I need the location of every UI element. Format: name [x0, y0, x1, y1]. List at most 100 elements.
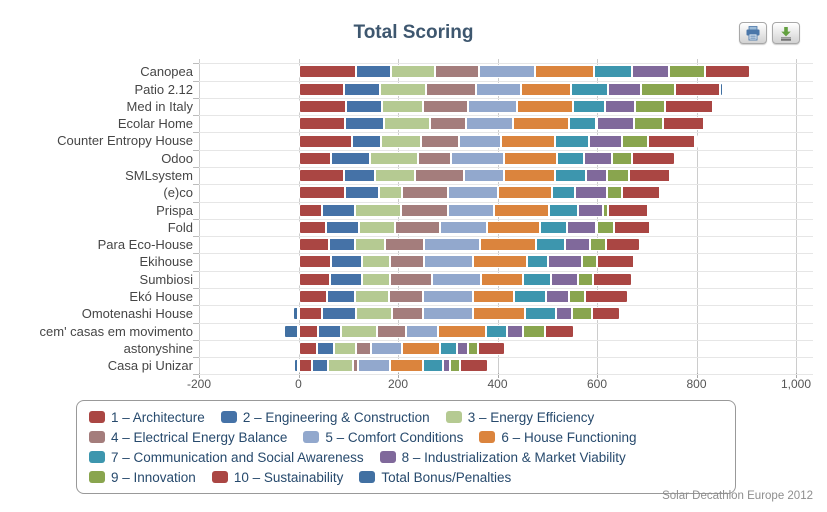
bar-segment[interactable] [298, 307, 323, 321]
bar-segment[interactable] [390, 65, 436, 79]
bar-segment[interactable] [423, 290, 473, 304]
bar-segment[interactable] [547, 255, 582, 269]
bar-segment[interactable] [548, 203, 579, 217]
bar-segment[interactable] [523, 272, 551, 286]
bar-segment[interactable] [570, 82, 609, 96]
legend-item[interactable]: 7 – Communication and Social Awareness [89, 450, 364, 465]
print-button[interactable] [739, 22, 767, 44]
bar-segment[interactable] [351, 134, 381, 148]
bar-segment[interactable] [355, 341, 371, 355]
bar-segment[interactable] [312, 359, 329, 373]
bar-segment[interactable] [298, 359, 313, 373]
bar-segment[interactable] [631, 151, 676, 165]
bar-segment[interactable] [389, 359, 424, 373]
bar-segment[interactable] [605, 99, 636, 113]
bar-segment[interactable] [298, 169, 345, 183]
bar-segment[interactable] [447, 203, 495, 217]
bar-segment[interactable] [326, 220, 359, 234]
bar-segment[interactable] [703, 117, 707, 131]
bar-segment[interactable] [389, 255, 425, 269]
bar-segment[interactable] [675, 82, 720, 96]
bar-segment[interactable] [593, 65, 632, 79]
bar-segment[interactable] [607, 169, 629, 183]
bar-segment[interactable] [597, 255, 634, 269]
bar-segment[interactable] [345, 186, 379, 200]
bar-segment[interactable] [633, 255, 636, 269]
bar-segment[interactable] [544, 324, 574, 338]
bar-segment[interactable] [564, 238, 590, 252]
bar-segment[interactable] [527, 255, 548, 269]
bar-segment[interactable] [298, 82, 345, 96]
bar-segment[interactable] [435, 65, 480, 79]
bar-segment[interactable] [317, 341, 335, 355]
bar-segment[interactable] [283, 324, 299, 338]
bar-segment[interactable] [378, 186, 403, 200]
bar-segment[interactable] [298, 117, 346, 131]
bar-segment[interactable] [400, 203, 448, 217]
bar-segment[interactable] [535, 65, 594, 79]
bar-segment[interactable] [432, 272, 481, 286]
bar-segment[interactable] [357, 359, 390, 373]
bar-segment[interactable] [298, 99, 346, 113]
bar-segment[interactable] [555, 134, 589, 148]
bar-segment[interactable] [486, 220, 540, 234]
bar-segment[interactable] [480, 272, 524, 286]
bar-segment[interactable] [334, 341, 356, 355]
bar-segment[interactable] [370, 151, 418, 165]
bar-segment[interactable] [466, 117, 514, 131]
bar-segment[interactable] [376, 324, 407, 338]
bar-segment[interactable] [375, 169, 415, 183]
bar-segment[interactable] [451, 151, 505, 165]
bar-segment[interactable] [497, 186, 552, 200]
bar-segment[interactable] [381, 99, 424, 113]
bar-segment[interactable] [507, 324, 524, 338]
bar-segment[interactable] [622, 186, 660, 200]
bar-segment[interactable] [344, 169, 376, 183]
bar-segment[interactable] [641, 82, 676, 96]
bar-segment[interactable] [472, 255, 528, 269]
bar-segment[interactable] [584, 151, 612, 165]
bar-segment[interactable] [494, 203, 549, 217]
bar-segment[interactable] [298, 290, 328, 304]
bar-segment[interactable] [516, 99, 574, 113]
bar-segment[interactable] [361, 272, 390, 286]
bar-segment[interactable] [402, 186, 448, 200]
bar-segment[interactable] [668, 65, 706, 79]
bar-segment[interactable] [647, 134, 696, 148]
bar-segment[interactable] [424, 255, 473, 269]
bar-segment[interactable] [380, 134, 422, 148]
bar-segment[interactable] [555, 169, 586, 183]
bar-segment[interactable] [591, 307, 621, 321]
bar-segment[interactable] [424, 238, 480, 252]
legend-item[interactable]: 4 – Electrical Energy Balance [89, 430, 287, 445]
bar-segment[interactable] [577, 272, 593, 286]
bar-segment[interactable] [463, 169, 505, 183]
bar-segment[interactable] [352, 359, 358, 373]
bar-segment[interactable] [608, 82, 642, 96]
bar-segment[interactable] [384, 238, 425, 252]
bar-segment[interactable] [504, 151, 558, 165]
bar-segment[interactable] [298, 203, 322, 217]
bar-segment[interactable] [447, 186, 498, 200]
bar-segment[interactable] [476, 82, 521, 96]
bar-segment[interactable] [380, 82, 427, 96]
legend-item[interactable]: 1 – Architecture [89, 410, 205, 425]
legend-item[interactable]: 8 – Industrialization & Market Viability [379, 450, 626, 465]
bar-segment[interactable] [322, 307, 357, 321]
bar-segment[interactable] [555, 307, 572, 321]
bar-segment[interactable] [719, 82, 723, 96]
bar-segment[interactable] [571, 307, 592, 321]
bar-segment[interactable] [550, 272, 578, 286]
bar-segment[interactable] [631, 65, 669, 79]
bar-segment[interactable] [621, 134, 648, 148]
bar-segment[interactable] [341, 324, 377, 338]
bar-segment[interactable] [293, 359, 299, 373]
bar-segment[interactable] [477, 341, 506, 355]
bar-segment[interactable] [355, 65, 391, 79]
bar-segment[interactable] [354, 203, 401, 217]
bar-segment[interactable] [523, 324, 545, 338]
legend-item[interactable]: 9 – Innovation [89, 470, 196, 485]
bar-segment[interactable] [438, 324, 486, 338]
bar-segment[interactable] [472, 290, 515, 304]
bar-segment[interactable] [298, 134, 352, 148]
